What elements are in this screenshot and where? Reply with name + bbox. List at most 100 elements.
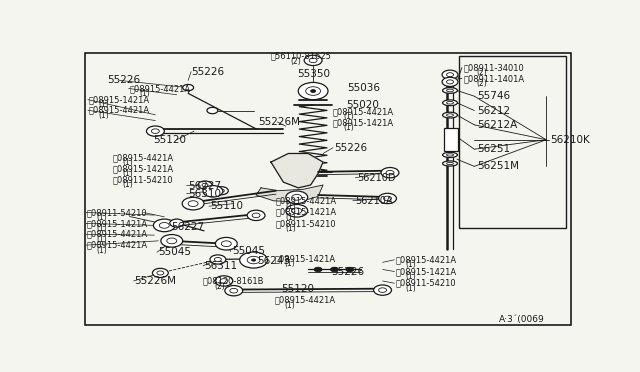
Text: (2): (2): [477, 79, 488, 88]
Text: 56311: 56311: [204, 261, 237, 271]
Text: 55020: 55020: [346, 99, 380, 109]
Circle shape: [170, 219, 184, 227]
Text: Ⓝ08915-4421A: Ⓝ08915-4421A: [87, 230, 148, 239]
Circle shape: [215, 276, 233, 286]
Ellipse shape: [443, 112, 458, 118]
Text: ⓗ08915-1421A: ⓗ08915-1421A: [112, 164, 173, 173]
Text: (1): (1): [285, 259, 296, 268]
Circle shape: [167, 238, 177, 244]
Text: (1): (1): [97, 246, 108, 254]
Circle shape: [292, 195, 301, 200]
Circle shape: [230, 288, 237, 293]
Text: 56243: 56243: [257, 256, 291, 266]
Text: 56227: 56227: [171, 222, 204, 232]
Text: (1): (1): [122, 169, 133, 178]
Text: (1): (1): [122, 158, 133, 167]
Circle shape: [157, 271, 164, 275]
Circle shape: [442, 70, 458, 79]
Text: ⓗ08915-4421A: ⓗ08915-4421A: [87, 241, 148, 250]
Text: (1): (1): [99, 110, 109, 120]
Text: ⓗ56110-81625: ⓗ56110-81625: [271, 52, 332, 61]
Text: (1): (1): [97, 235, 108, 244]
Text: (1): (1): [99, 100, 109, 109]
Text: ⓗ08915-1421A: ⓗ08915-1421A: [87, 219, 148, 228]
Text: (1): (1): [140, 89, 150, 98]
Text: ⓗ08915-1421A: ⓗ08915-1421A: [89, 95, 150, 104]
Text: ⓗ08915-4421A: ⓗ08915-4421A: [129, 84, 191, 93]
Text: 56210A: 56210A: [355, 196, 392, 206]
Circle shape: [210, 255, 226, 264]
Circle shape: [447, 73, 454, 77]
Text: ⓗ08915-4421A: ⓗ08915-4421A: [275, 296, 336, 305]
Text: 55226M: 55226M: [134, 276, 177, 286]
Text: (1): (1): [97, 213, 108, 222]
Text: A·3´(0069: A·3´(0069: [499, 315, 545, 324]
Text: (1): (1): [286, 212, 296, 222]
Circle shape: [381, 167, 399, 178]
Text: (1): (1): [286, 202, 296, 211]
Circle shape: [218, 189, 225, 192]
Circle shape: [286, 191, 308, 203]
Text: ⓗ08915-1421A: ⓗ08915-1421A: [276, 208, 337, 217]
Circle shape: [379, 288, 387, 292]
Circle shape: [383, 196, 392, 201]
Text: 55120: 55120: [282, 284, 314, 294]
Text: 55226M: 55226M: [259, 117, 301, 127]
Text: ⓗ08915-1421A: ⓗ08915-1421A: [275, 254, 336, 263]
Ellipse shape: [443, 161, 458, 166]
Text: Ⓝ08911-54210: Ⓝ08911-54210: [87, 208, 148, 217]
Circle shape: [292, 208, 301, 214]
Circle shape: [202, 183, 208, 187]
Circle shape: [309, 58, 317, 63]
Text: ⓗ08915-4421A: ⓗ08915-4421A: [396, 255, 456, 264]
Circle shape: [247, 256, 260, 264]
Circle shape: [346, 267, 354, 272]
Circle shape: [252, 259, 255, 261]
Text: 55350: 55350: [297, 69, 330, 79]
Circle shape: [286, 205, 308, 217]
Circle shape: [314, 267, 322, 272]
Circle shape: [216, 237, 237, 250]
Circle shape: [310, 90, 316, 93]
Circle shape: [225, 286, 243, 296]
Polygon shape: [256, 185, 323, 202]
Text: ⓗ08915-4421A: ⓗ08915-4421A: [333, 108, 394, 116]
Text: Ⓝ08911-54210: Ⓝ08911-54210: [112, 175, 173, 184]
Text: (2): (2): [291, 57, 301, 66]
Circle shape: [152, 129, 159, 134]
Text: 56227: 56227: [188, 180, 221, 190]
Text: (1): (1): [285, 301, 296, 310]
Text: 55120: 55120: [154, 135, 186, 145]
Text: 55226: 55226: [335, 143, 367, 153]
Text: 56212A: 56212A: [477, 120, 517, 130]
Circle shape: [221, 241, 231, 247]
Circle shape: [252, 213, 260, 218]
Ellipse shape: [447, 114, 454, 116]
Circle shape: [182, 84, 193, 91]
Ellipse shape: [443, 100, 458, 106]
Ellipse shape: [447, 89, 454, 92]
Circle shape: [330, 267, 339, 272]
Text: (2): (2): [477, 68, 488, 77]
Text: Ⓝ08911-1401A: Ⓝ08911-1401A: [464, 74, 525, 83]
Circle shape: [214, 187, 228, 195]
Circle shape: [159, 222, 169, 228]
Text: Ⓜ08120-8161B: Ⓜ08120-8161B: [203, 277, 264, 286]
Polygon shape: [271, 154, 323, 188]
Circle shape: [182, 197, 204, 210]
Text: 55226: 55226: [191, 67, 225, 77]
Text: Ⓝ08911-54210: Ⓝ08911-54210: [396, 279, 456, 288]
Text: (1): (1): [405, 283, 416, 293]
Ellipse shape: [443, 153, 458, 157]
Text: 56210K: 56210K: [550, 135, 590, 145]
Text: 56310: 56310: [188, 189, 221, 199]
Text: (1): (1): [343, 112, 354, 121]
Text: 55226: 55226: [331, 267, 364, 277]
Circle shape: [304, 55, 322, 65]
Text: (1): (1): [122, 180, 133, 189]
Text: 56210D: 56210D: [356, 173, 396, 183]
Circle shape: [298, 83, 328, 100]
Text: (1): (1): [405, 272, 416, 281]
Text: (2): (2): [214, 282, 225, 291]
Text: (1): (1): [343, 124, 354, 132]
